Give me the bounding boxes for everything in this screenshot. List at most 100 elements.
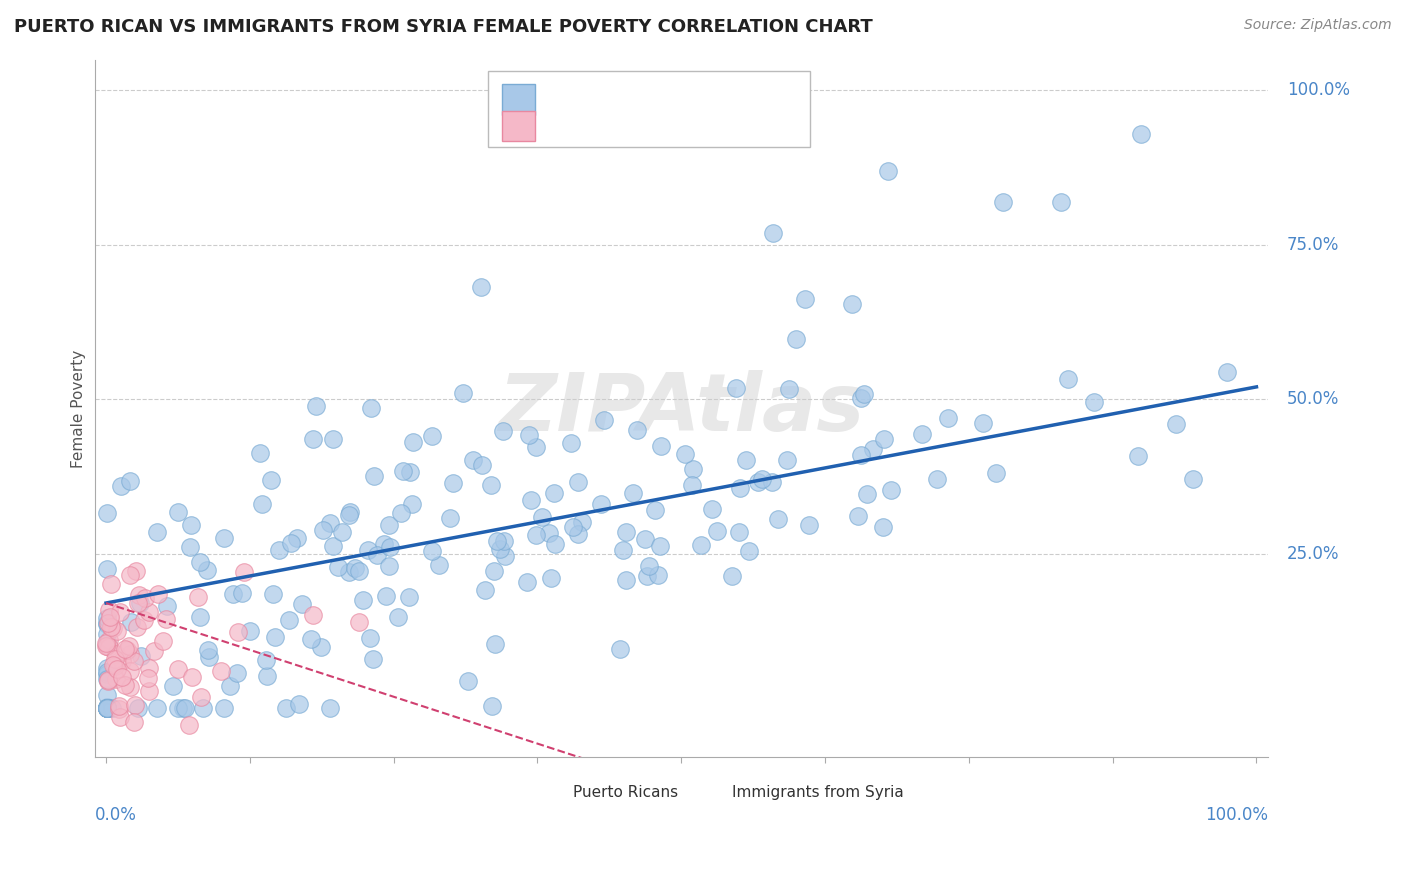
Point — [122, 654, 145, 668]
Point — [96, 701, 118, 715]
Point — [276, 701, 298, 715]
Point — [180, 517, 202, 532]
Point — [249, 446, 271, 460]
Point — [110, 479, 132, 493]
Point — [96, 666, 118, 681]
Point — [747, 475, 769, 490]
Point — [636, 569, 658, 583]
Point — [101, 701, 124, 715]
Point — [399, 465, 422, 479]
Point — [1166, 417, 1188, 431]
Point — [291, 598, 314, 612]
Point — [482, 564, 505, 578]
Point — [104, 672, 127, 686]
Point — [531, 510, 554, 524]
Point — [125, 620, 148, 634]
Point — [877, 163, 900, 178]
Point — [319, 516, 342, 531]
Point — [357, 543, 380, 558]
Point — [479, 478, 502, 492]
Text: Immigrants from Syria: Immigrants from Syria — [731, 785, 904, 800]
Point — [520, 493, 543, 508]
Point — [260, 474, 283, 488]
Point — [146, 587, 169, 601]
Point — [209, 665, 232, 679]
Point — [127, 701, 149, 715]
Point — [360, 401, 382, 415]
Y-axis label: Female Poverty: Female Poverty — [72, 350, 86, 467]
Point — [650, 440, 672, 454]
Point — [524, 528, 547, 542]
Point — [471, 458, 494, 472]
Point — [105, 647, 128, 661]
Point — [524, 440, 547, 454]
Point — [1215, 365, 1237, 379]
Point — [96, 701, 118, 715]
Point — [972, 416, 994, 430]
Point — [377, 559, 399, 574]
Point — [267, 543, 290, 558]
Point — [689, 538, 711, 552]
Point — [880, 483, 903, 498]
Point — [132, 613, 155, 627]
Bar — [502, 111, 534, 141]
Point — [97, 673, 120, 688]
Point — [457, 674, 479, 689]
Point — [179, 540, 201, 554]
Text: 100.0%: 100.0% — [1205, 806, 1268, 824]
Point — [474, 583, 496, 598]
Point — [1182, 472, 1205, 486]
Point — [100, 620, 122, 634]
Point — [187, 590, 209, 604]
Point — [96, 636, 118, 650]
Point — [152, 633, 174, 648]
Point — [97, 640, 120, 654]
Point — [105, 624, 128, 638]
Point — [420, 429, 443, 443]
Point — [347, 615, 370, 629]
Point — [96, 665, 118, 680]
Point — [155, 611, 177, 625]
Point — [212, 531, 235, 545]
Point — [337, 508, 360, 522]
Point — [118, 664, 141, 678]
Text: Puerto Ricans: Puerto Ricans — [574, 785, 679, 800]
Point — [589, 497, 612, 511]
Point — [544, 537, 567, 551]
Point — [794, 292, 817, 306]
Point — [311, 523, 333, 537]
Point — [856, 487, 879, 501]
Point — [188, 555, 211, 569]
Text: ZIPAtlas: ZIPAtlas — [498, 369, 865, 448]
Point — [911, 426, 934, 441]
Point — [986, 466, 1008, 480]
Point — [97, 616, 120, 631]
Point — [96, 640, 118, 654]
Point — [681, 477, 703, 491]
Point — [118, 568, 141, 582]
Point — [567, 475, 589, 489]
Point — [634, 533, 657, 547]
Point — [96, 635, 118, 649]
Point — [98, 603, 121, 617]
Point — [96, 700, 118, 714]
Point — [96, 701, 118, 715]
Point — [853, 387, 876, 401]
Point — [278, 613, 301, 627]
Point — [96, 627, 118, 641]
Point — [614, 573, 637, 587]
Point — [105, 662, 128, 676]
Point — [145, 524, 167, 539]
Point — [96, 639, 118, 653]
Text: 50.0%: 50.0% — [1286, 390, 1339, 409]
Point — [285, 532, 308, 546]
Point — [193, 701, 215, 715]
Point — [96, 701, 118, 715]
Point — [226, 624, 249, 639]
Point — [470, 280, 492, 294]
Point — [1050, 194, 1073, 209]
Point — [609, 642, 631, 657]
Point — [96, 672, 118, 686]
Point — [761, 475, 783, 489]
Point — [481, 699, 503, 714]
